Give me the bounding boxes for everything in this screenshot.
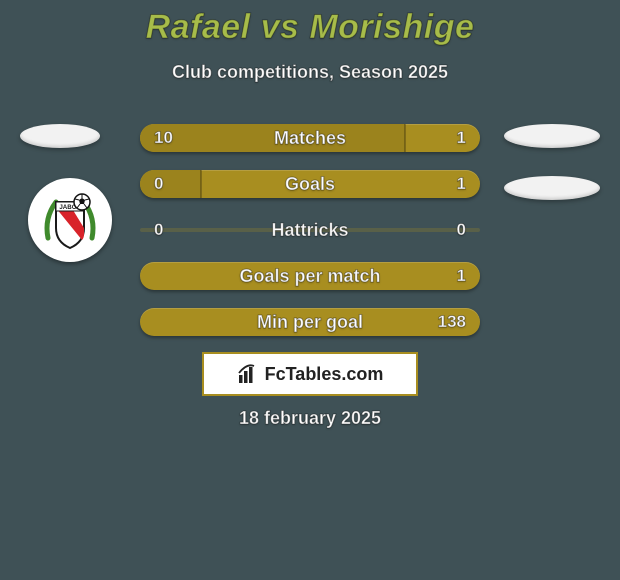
stat-value-left: 0 (154, 170, 163, 198)
player-left-name: Rafael (146, 8, 251, 46)
stat-row: Hattricks0 0 (140, 216, 480, 244)
stat-value-left: 10 (154, 124, 173, 152)
stat-label: Goals per match (140, 262, 480, 290)
stat-label: Matches (140, 124, 480, 152)
stat-label: Goals (140, 170, 480, 198)
stat-label: Hattricks (140, 216, 480, 244)
branding-box: FcTables.com (202, 352, 418, 396)
stat-value-left: 0 (154, 216, 163, 244)
stat-value-right: 0 (457, 216, 466, 244)
stat-row: Goals0 1 (140, 170, 480, 198)
date-line: 18 february 2025 (0, 408, 620, 429)
stat-value-right: 1 (457, 124, 466, 152)
stat-value-right: 1 (457, 262, 466, 290)
stat-value-right: 1 (457, 170, 466, 198)
player-right-avatar-placeholder (504, 124, 600, 148)
player-right-name: Morishige (309, 8, 474, 46)
branding-label: FcTables.com (265, 364, 384, 385)
player-left-avatar-placeholder (20, 124, 100, 148)
stat-row: Goals per match1 (140, 262, 480, 290)
club-left-badge: JABOP (28, 178, 112, 262)
subtitle: Club competitions, Season 2025 (0, 62, 620, 83)
stat-value-right: 138 (438, 308, 466, 336)
stat-row: Matches10 1 (140, 124, 480, 152)
club-right-badge-placeholder (504, 176, 600, 200)
bar-chart-icon (237, 363, 259, 385)
page-title: Rafael vs Morishige (0, 8, 620, 47)
title-vs: vs (261, 8, 300, 46)
stat-row: Min per goal138 (140, 308, 480, 336)
club-left-badge-art: JABOP (38, 188, 102, 252)
canvas: Rafael vs Morishige Club competitions, S… (0, 0, 620, 580)
stat-label: Min per goal (140, 308, 480, 336)
